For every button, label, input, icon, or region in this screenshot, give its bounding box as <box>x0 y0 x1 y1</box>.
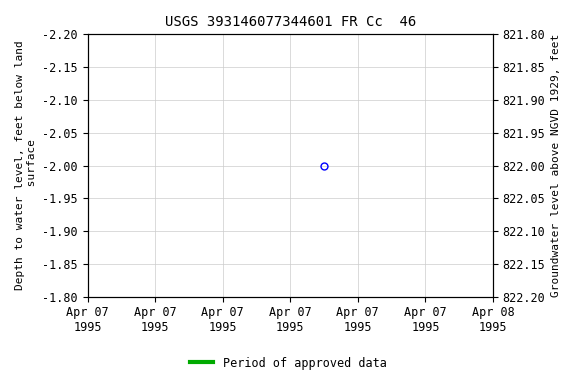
Y-axis label: Depth to water level, feet below land
 surface: Depth to water level, feet below land su… <box>15 41 37 290</box>
Y-axis label: Groundwater level above NGVD 1929, feet: Groundwater level above NGVD 1929, feet <box>551 34 561 297</box>
Title: USGS 393146077344601 FR Cc  46: USGS 393146077344601 FR Cc 46 <box>165 15 416 29</box>
Legend: Period of approved data: Period of approved data <box>185 352 391 374</box>
